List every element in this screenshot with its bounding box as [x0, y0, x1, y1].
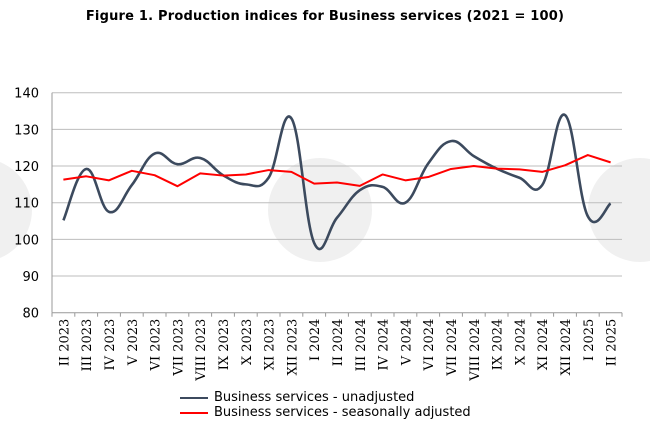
- legend-swatch: [180, 411, 208, 414]
- x-tick-label: V 2024: [399, 319, 414, 367]
- watermark-icon: [268, 158, 372, 262]
- watermark-icon: [588, 158, 650, 262]
- x-tick-label: XII 2023: [285, 319, 300, 376]
- x-tick-label: II 2023: [57, 319, 72, 367]
- x-tick-label: VI 2023: [149, 319, 164, 372]
- x-tick-label: I 2024: [308, 319, 323, 361]
- legend-label: Business services - seasonally adjusted: [214, 405, 471, 420]
- x-tick-label: VII 2023: [171, 319, 186, 377]
- watermark-icon: [0, 162, 32, 258]
- x-tick-label: X 2024: [513, 319, 528, 365]
- y-tick-label: 130: [14, 123, 39, 138]
- x-tick-label: X 2023: [240, 319, 255, 365]
- x-tick-label: III 2023: [80, 319, 95, 372]
- x-tick-label: XI 2024: [536, 319, 551, 371]
- legend-swatch: [180, 396, 208, 399]
- x-tick-label: V 2023: [126, 319, 141, 367]
- legend-item-unadjusted: Business services - unadjusted: [180, 390, 414, 405]
- x-tick-label: IV 2024: [377, 319, 392, 371]
- y-tick-label: 80: [22, 307, 39, 322]
- legend-label: Business services - unadjusted: [214, 390, 415, 405]
- x-tick-label: IV 2023: [103, 319, 118, 371]
- x-tick-label: II 2024: [331, 319, 346, 367]
- legend-item-seasonally-adjusted: Business services - seasonally adjusted: [180, 405, 471, 420]
- y-tick-label: 90: [22, 270, 39, 285]
- y-tick-label: 110: [14, 197, 39, 212]
- x-tick-label: VII 2024: [445, 319, 460, 377]
- x-tick-label: IX 2024: [491, 319, 506, 371]
- x-tick-label: II 2025: [605, 319, 620, 367]
- x-tick-label: VIII 2024: [468, 319, 483, 382]
- x-tick-label: XI 2023: [263, 319, 278, 371]
- y-tick-label: 140: [14, 87, 39, 102]
- x-tick-label: VI 2024: [422, 319, 437, 372]
- chart-title: Figure 1. Production indices for Busines…: [85, 9, 565, 24]
- x-tick-label: I 2025: [582, 319, 597, 361]
- y-tick-label: 120: [14, 160, 39, 175]
- x-tick-label: XII 2024: [559, 319, 574, 376]
- x-tick-label: III 2024: [354, 319, 369, 372]
- x-tick-label: VIII 2023: [194, 319, 209, 382]
- y-tick-label: 100: [14, 233, 39, 248]
- x-tick-label: IX 2023: [217, 319, 232, 371]
